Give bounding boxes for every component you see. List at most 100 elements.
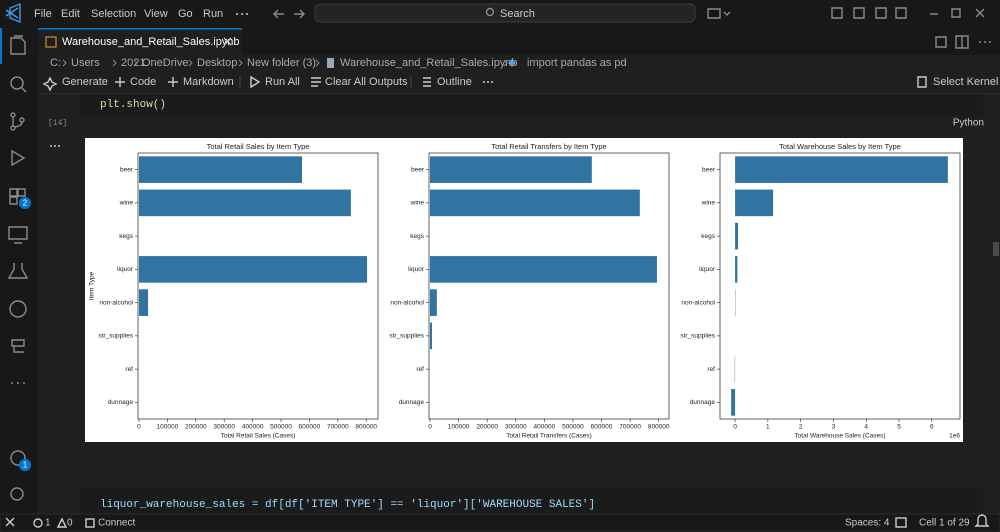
editor-actions[interactable] xyxy=(935,35,969,49)
window-controls[interactable] xyxy=(831,7,985,19)
tab-indicator xyxy=(38,28,242,30)
toolbar-button[interactable]: Select Kernel xyxy=(933,76,998,88)
chart-title: Total Retail Sales by Item Type xyxy=(207,142,310,151)
code-line: liquor_warehouse_sales = df[df['ITEM TYP… xyxy=(100,499,595,511)
code-cell[interactable] xyxy=(80,488,983,514)
menu-item[interactable]: Go xyxy=(178,8,193,20)
notifications[interactable] xyxy=(974,514,990,527)
cell-language[interactable]: Python xyxy=(953,118,984,129)
breadcrumb-item[interactable]: 2021 xyxy=(121,57,145,69)
toolbar-button[interactable]: Run All xyxy=(265,76,300,88)
toolbar-more[interactable] xyxy=(483,81,493,83)
x-tick-label: 700000 xyxy=(327,424,349,431)
toolbar-dividers xyxy=(239,76,412,88)
x-tick-label: 300000 xyxy=(505,424,527,431)
y-tick-label: str_supplies xyxy=(98,333,133,340)
breadcrumb-item[interactable]: Warehouse_and_Retail_Sales.ipynb xyxy=(340,57,518,69)
connect[interactable]: Connect xyxy=(98,518,135,529)
charts: Total Retail Sales by Item Type beer wine k… xyxy=(89,142,961,440)
x-tick-label: 600000 xyxy=(299,424,321,431)
activity-icons[interactable] xyxy=(7,35,29,501)
indentation[interactable]: Spaces: 4 xyxy=(845,518,890,529)
tab[interactable] xyxy=(38,28,242,55)
x-tick-label: 800000 xyxy=(648,424,670,431)
toolbar-button[interactable]: Outline xyxy=(437,76,472,88)
toolbar-border xyxy=(37,93,1000,94)
error-icon xyxy=(33,518,43,528)
menu-item[interactable]: View xyxy=(144,8,168,20)
x-tick-label: 3 xyxy=(832,424,836,431)
y-tick-label: ref xyxy=(416,366,424,373)
nav-arrows[interactable] xyxy=(273,9,305,19)
file-icon xyxy=(327,58,334,68)
copilot-status[interactable] xyxy=(895,517,907,528)
breadcrumb-item[interactable]: New folder (3) xyxy=(247,57,316,69)
search-box[interactable] xyxy=(314,3,696,23)
status-bar xyxy=(0,513,1000,532)
x-tick-label: 0 xyxy=(137,424,141,431)
bar xyxy=(138,289,149,316)
cell-position[interactable]: Cell 1 of 29 xyxy=(919,518,970,529)
search-label: Search xyxy=(500,8,535,20)
x-tick-label: 4 xyxy=(864,424,868,431)
breadcrumb-item[interactable]: Users xyxy=(71,57,100,69)
more-menu[interactable] xyxy=(236,13,248,15)
x-tick-label: 0 xyxy=(733,424,737,431)
y-tick-label: kegs xyxy=(701,233,715,240)
toolbar-button[interactable]: Markdown xyxy=(183,76,234,88)
x-tick-label: 6 xyxy=(930,424,934,431)
tab-title[interactable]: Warehouse_and_Retail_Sales.ipynb xyxy=(62,36,240,48)
menu-item[interactable]: Edit xyxy=(61,8,80,20)
y-tick-label: wine xyxy=(701,200,716,207)
tab-close[interactable] xyxy=(223,37,232,46)
y-tick-label: non-alcohol xyxy=(99,299,133,306)
bar xyxy=(430,322,433,350)
search-icon xyxy=(485,7,495,17)
bar xyxy=(735,256,738,283)
connect-icon xyxy=(85,518,95,528)
badge-count: 2 xyxy=(23,199,28,208)
toolbar-button[interactable]: Clear All Outputs xyxy=(325,76,408,88)
y-tick-label: beer xyxy=(702,166,716,173)
code-cell[interactable] xyxy=(80,94,983,116)
symbol-icon xyxy=(508,59,516,67)
chart-title: Total Retail Transfers by Item Type xyxy=(491,142,606,151)
app-logo xyxy=(5,2,21,24)
warning-count[interactable]: 0 xyxy=(67,518,73,529)
toolbar-button[interactable]: Code xyxy=(130,76,156,88)
bar xyxy=(735,156,948,183)
breadcrumb-item[interactable]: Desktop xyxy=(197,57,237,69)
x-tick-label: 300000 xyxy=(213,424,235,431)
y-tick-label: beer xyxy=(120,166,134,173)
bar xyxy=(430,289,437,316)
x-tick-label: 400000 xyxy=(242,424,264,431)
scrollbar-thumb[interactable] xyxy=(993,242,999,256)
x-axis-label: Total Retail Sales (Cases) xyxy=(221,433,296,440)
more-icon[interactable] xyxy=(11,382,25,384)
breadcrumb-item[interactable]: OneDrive xyxy=(142,57,188,69)
menu-item[interactable]: Run xyxy=(203,8,223,20)
warning-icon xyxy=(56,517,68,528)
x-tick-label: 700000 xyxy=(619,424,641,431)
code-line: plt.show() xyxy=(100,99,166,111)
output-more[interactable] xyxy=(50,145,60,147)
error-count[interactable]: 1 xyxy=(45,518,51,529)
menu-item[interactable]: File xyxy=(34,8,52,20)
x-tick-label: 100000 xyxy=(157,424,179,431)
remote-icon[interactable] xyxy=(5,517,15,527)
copilot-icon[interactable] xyxy=(707,8,731,19)
x-axis-label: Total Warehouse Sales (Cases) xyxy=(794,433,885,440)
y-tick-label: ref xyxy=(125,366,133,373)
y-tick-label: dunnage xyxy=(108,399,134,406)
y-tick-label: wine xyxy=(410,200,425,207)
breadcrumb-item[interactable]: C: xyxy=(50,57,61,69)
y-tick-label: str_supplies xyxy=(680,333,715,340)
editor-more[interactable] xyxy=(979,41,991,43)
file-icon xyxy=(45,36,57,48)
toolbar-button[interactable]: Generate xyxy=(62,76,108,88)
breadcrumb-item[interactable]: import pandas as pd xyxy=(527,57,627,69)
menu-item[interactable]: Selection xyxy=(91,8,136,20)
y-tick-label: liquor xyxy=(699,266,716,273)
execution-count: [14] xyxy=(48,119,67,128)
